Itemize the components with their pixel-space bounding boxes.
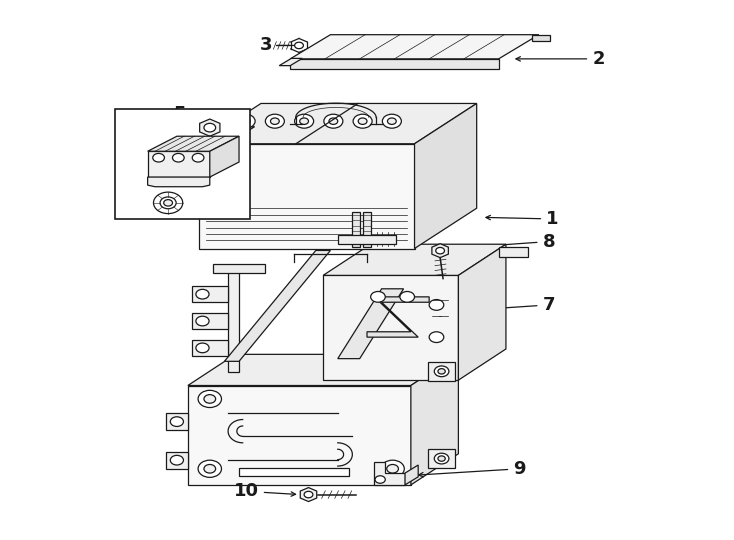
- Polygon shape: [166, 451, 188, 469]
- Polygon shape: [352, 212, 360, 247]
- Polygon shape: [192, 313, 228, 329]
- Polygon shape: [290, 35, 539, 59]
- Circle shape: [329, 118, 338, 124]
- Text: 6: 6: [181, 144, 193, 162]
- Polygon shape: [338, 289, 404, 359]
- Polygon shape: [498, 247, 528, 256]
- Circle shape: [429, 332, 444, 342]
- Text: 1: 1: [486, 210, 559, 228]
- Circle shape: [435, 453, 449, 464]
- Circle shape: [400, 292, 415, 302]
- Circle shape: [170, 455, 184, 465]
- Circle shape: [196, 316, 209, 326]
- Circle shape: [160, 197, 176, 209]
- Circle shape: [192, 153, 204, 162]
- Polygon shape: [459, 244, 506, 380]
- Text: 9: 9: [418, 460, 526, 478]
- Text: 4: 4: [131, 168, 144, 187]
- Polygon shape: [148, 136, 239, 151]
- Circle shape: [388, 118, 396, 124]
- Polygon shape: [374, 462, 405, 485]
- Circle shape: [241, 118, 250, 124]
- Text: 10: 10: [234, 482, 296, 501]
- Circle shape: [375, 476, 385, 483]
- Text: 7: 7: [472, 296, 555, 314]
- Polygon shape: [199, 144, 415, 248]
- Circle shape: [387, 464, 399, 473]
- Polygon shape: [300, 488, 317, 502]
- Circle shape: [164, 200, 172, 206]
- Circle shape: [436, 247, 445, 254]
- Text: 3: 3: [259, 36, 301, 55]
- Circle shape: [153, 192, 183, 214]
- Bar: [239, 468, 349, 476]
- Polygon shape: [363, 212, 371, 247]
- Circle shape: [438, 369, 446, 374]
- Polygon shape: [432, 244, 448, 258]
- Bar: [429, 449, 455, 468]
- Circle shape: [196, 289, 209, 299]
- Circle shape: [170, 417, 184, 427]
- Polygon shape: [214, 264, 265, 273]
- Circle shape: [371, 292, 385, 302]
- Circle shape: [196, 343, 209, 353]
- Polygon shape: [166, 413, 188, 430]
- Circle shape: [204, 123, 216, 132]
- Polygon shape: [188, 386, 411, 485]
- Circle shape: [266, 114, 284, 128]
- Circle shape: [381, 460, 404, 477]
- Circle shape: [438, 456, 446, 461]
- Polygon shape: [290, 59, 498, 69]
- Bar: [115, 109, 250, 219]
- Text: 8: 8: [454, 233, 555, 251]
- Circle shape: [270, 118, 279, 124]
- Circle shape: [172, 153, 184, 162]
- Polygon shape: [199, 104, 476, 144]
- Circle shape: [153, 153, 164, 162]
- Circle shape: [353, 114, 372, 128]
- Polygon shape: [148, 151, 210, 177]
- Text: 5: 5: [173, 105, 196, 123]
- Polygon shape: [323, 275, 459, 380]
- Circle shape: [294, 42, 303, 49]
- Polygon shape: [279, 58, 302, 66]
- Circle shape: [204, 395, 216, 403]
- Polygon shape: [531, 35, 550, 41]
- Polygon shape: [214, 127, 255, 134]
- Circle shape: [429, 300, 444, 310]
- Polygon shape: [228, 270, 239, 372]
- Circle shape: [204, 464, 216, 473]
- Polygon shape: [411, 354, 459, 485]
- Circle shape: [236, 114, 255, 128]
- Polygon shape: [225, 251, 330, 361]
- Circle shape: [198, 390, 222, 408]
- Polygon shape: [323, 244, 506, 275]
- Polygon shape: [188, 354, 459, 386]
- Circle shape: [198, 460, 222, 477]
- Circle shape: [304, 491, 313, 498]
- Text: 2: 2: [516, 50, 605, 68]
- Circle shape: [294, 114, 313, 128]
- Circle shape: [382, 114, 401, 128]
- Circle shape: [299, 118, 308, 124]
- Circle shape: [324, 114, 343, 128]
- Polygon shape: [210, 136, 239, 177]
- Polygon shape: [367, 297, 429, 337]
- Polygon shape: [148, 177, 210, 187]
- Polygon shape: [192, 340, 228, 356]
- Polygon shape: [405, 465, 418, 485]
- Circle shape: [435, 366, 449, 377]
- Polygon shape: [192, 286, 228, 302]
- Polygon shape: [200, 119, 220, 136]
- Polygon shape: [338, 234, 396, 244]
- Circle shape: [358, 118, 367, 124]
- Polygon shape: [415, 104, 476, 248]
- Bar: [429, 362, 455, 381]
